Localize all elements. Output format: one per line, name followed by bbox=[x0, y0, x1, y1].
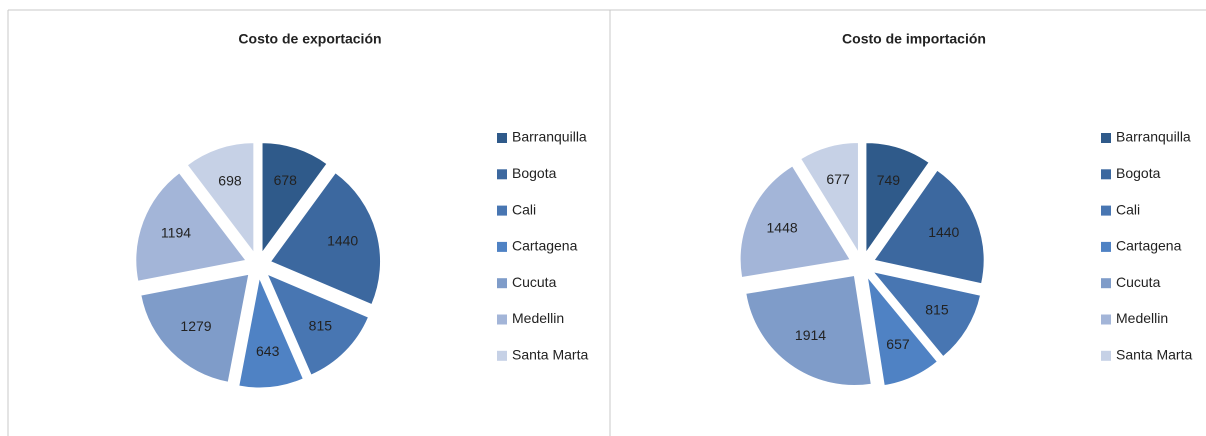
legend-label: Santa Marta bbox=[1116, 347, 1192, 363]
legend-swatch bbox=[497, 205, 507, 216]
legend-label: Cartagena bbox=[512, 238, 578, 254]
legend-swatch bbox=[497, 169, 507, 180]
legend-label: Barranquilla bbox=[512, 129, 587, 145]
data-label: 815 bbox=[309, 318, 333, 334]
pie-slice bbox=[866, 275, 939, 387]
pie-slice bbox=[266, 273, 370, 376]
legend-swatch bbox=[1101, 278, 1111, 289]
data-label: 749 bbox=[877, 172, 901, 188]
legend-label: Cucuta bbox=[1116, 274, 1161, 290]
legend-label: Medellin bbox=[1116, 310, 1168, 326]
data-label: 1914 bbox=[795, 327, 826, 343]
data-label: 643 bbox=[256, 343, 280, 359]
legend-swatch bbox=[497, 241, 507, 252]
legend-label: Cartagena bbox=[1116, 238, 1182, 254]
legend-label: Santa Marta bbox=[512, 347, 588, 363]
pie-slice bbox=[135, 172, 247, 282]
pie-slice bbox=[261, 142, 328, 255]
legend-swatch bbox=[1101, 314, 1111, 325]
legend-label: Cucuta bbox=[512, 274, 557, 290]
pie-slice bbox=[186, 142, 255, 255]
legend-swatch bbox=[1101, 205, 1111, 216]
legend-label: Barranquilla bbox=[1116, 129, 1191, 145]
legend-swatch bbox=[497, 314, 507, 325]
legend-swatch bbox=[497, 278, 507, 289]
legend-label: Cali bbox=[1116, 201, 1140, 217]
pie-slice bbox=[745, 274, 872, 387]
data-label: 678 bbox=[274, 172, 298, 188]
data-label: 1440 bbox=[327, 232, 358, 248]
pie-slice bbox=[800, 141, 859, 255]
pie-slice bbox=[739, 165, 851, 279]
data-label: 657 bbox=[886, 336, 910, 352]
chart-title: Costo de exportación bbox=[238, 31, 381, 47]
pie-slice bbox=[238, 276, 304, 389]
data-label: 698 bbox=[218, 172, 242, 188]
data-label: 1448 bbox=[767, 219, 798, 235]
data-label: 815 bbox=[925, 301, 949, 317]
pie-slice bbox=[873, 169, 985, 285]
legend-label: Medellin bbox=[512, 310, 564, 326]
pie-slice bbox=[865, 142, 930, 255]
legend-label: Bogota bbox=[512, 165, 557, 181]
data-label: 1279 bbox=[180, 318, 211, 334]
data-label: 1440 bbox=[928, 224, 959, 240]
pie-slice bbox=[871, 270, 982, 358]
legend-swatch bbox=[1101, 169, 1111, 180]
chart-title: Costo de importación bbox=[842, 31, 986, 47]
data-label: 677 bbox=[826, 171, 850, 187]
legend-swatch bbox=[1101, 133, 1111, 143]
pie-slice bbox=[140, 273, 250, 383]
legend-swatch bbox=[497, 350, 507, 361]
legend-swatch bbox=[1101, 350, 1111, 361]
legend-label: Bogota bbox=[1116, 165, 1161, 181]
pie-slice bbox=[269, 172, 382, 306]
legend-swatch bbox=[1101, 241, 1111, 252]
data-label: 1194 bbox=[161, 224, 191, 240]
legend-swatch bbox=[497, 133, 507, 143]
legend-label: Cali bbox=[512, 201, 536, 217]
